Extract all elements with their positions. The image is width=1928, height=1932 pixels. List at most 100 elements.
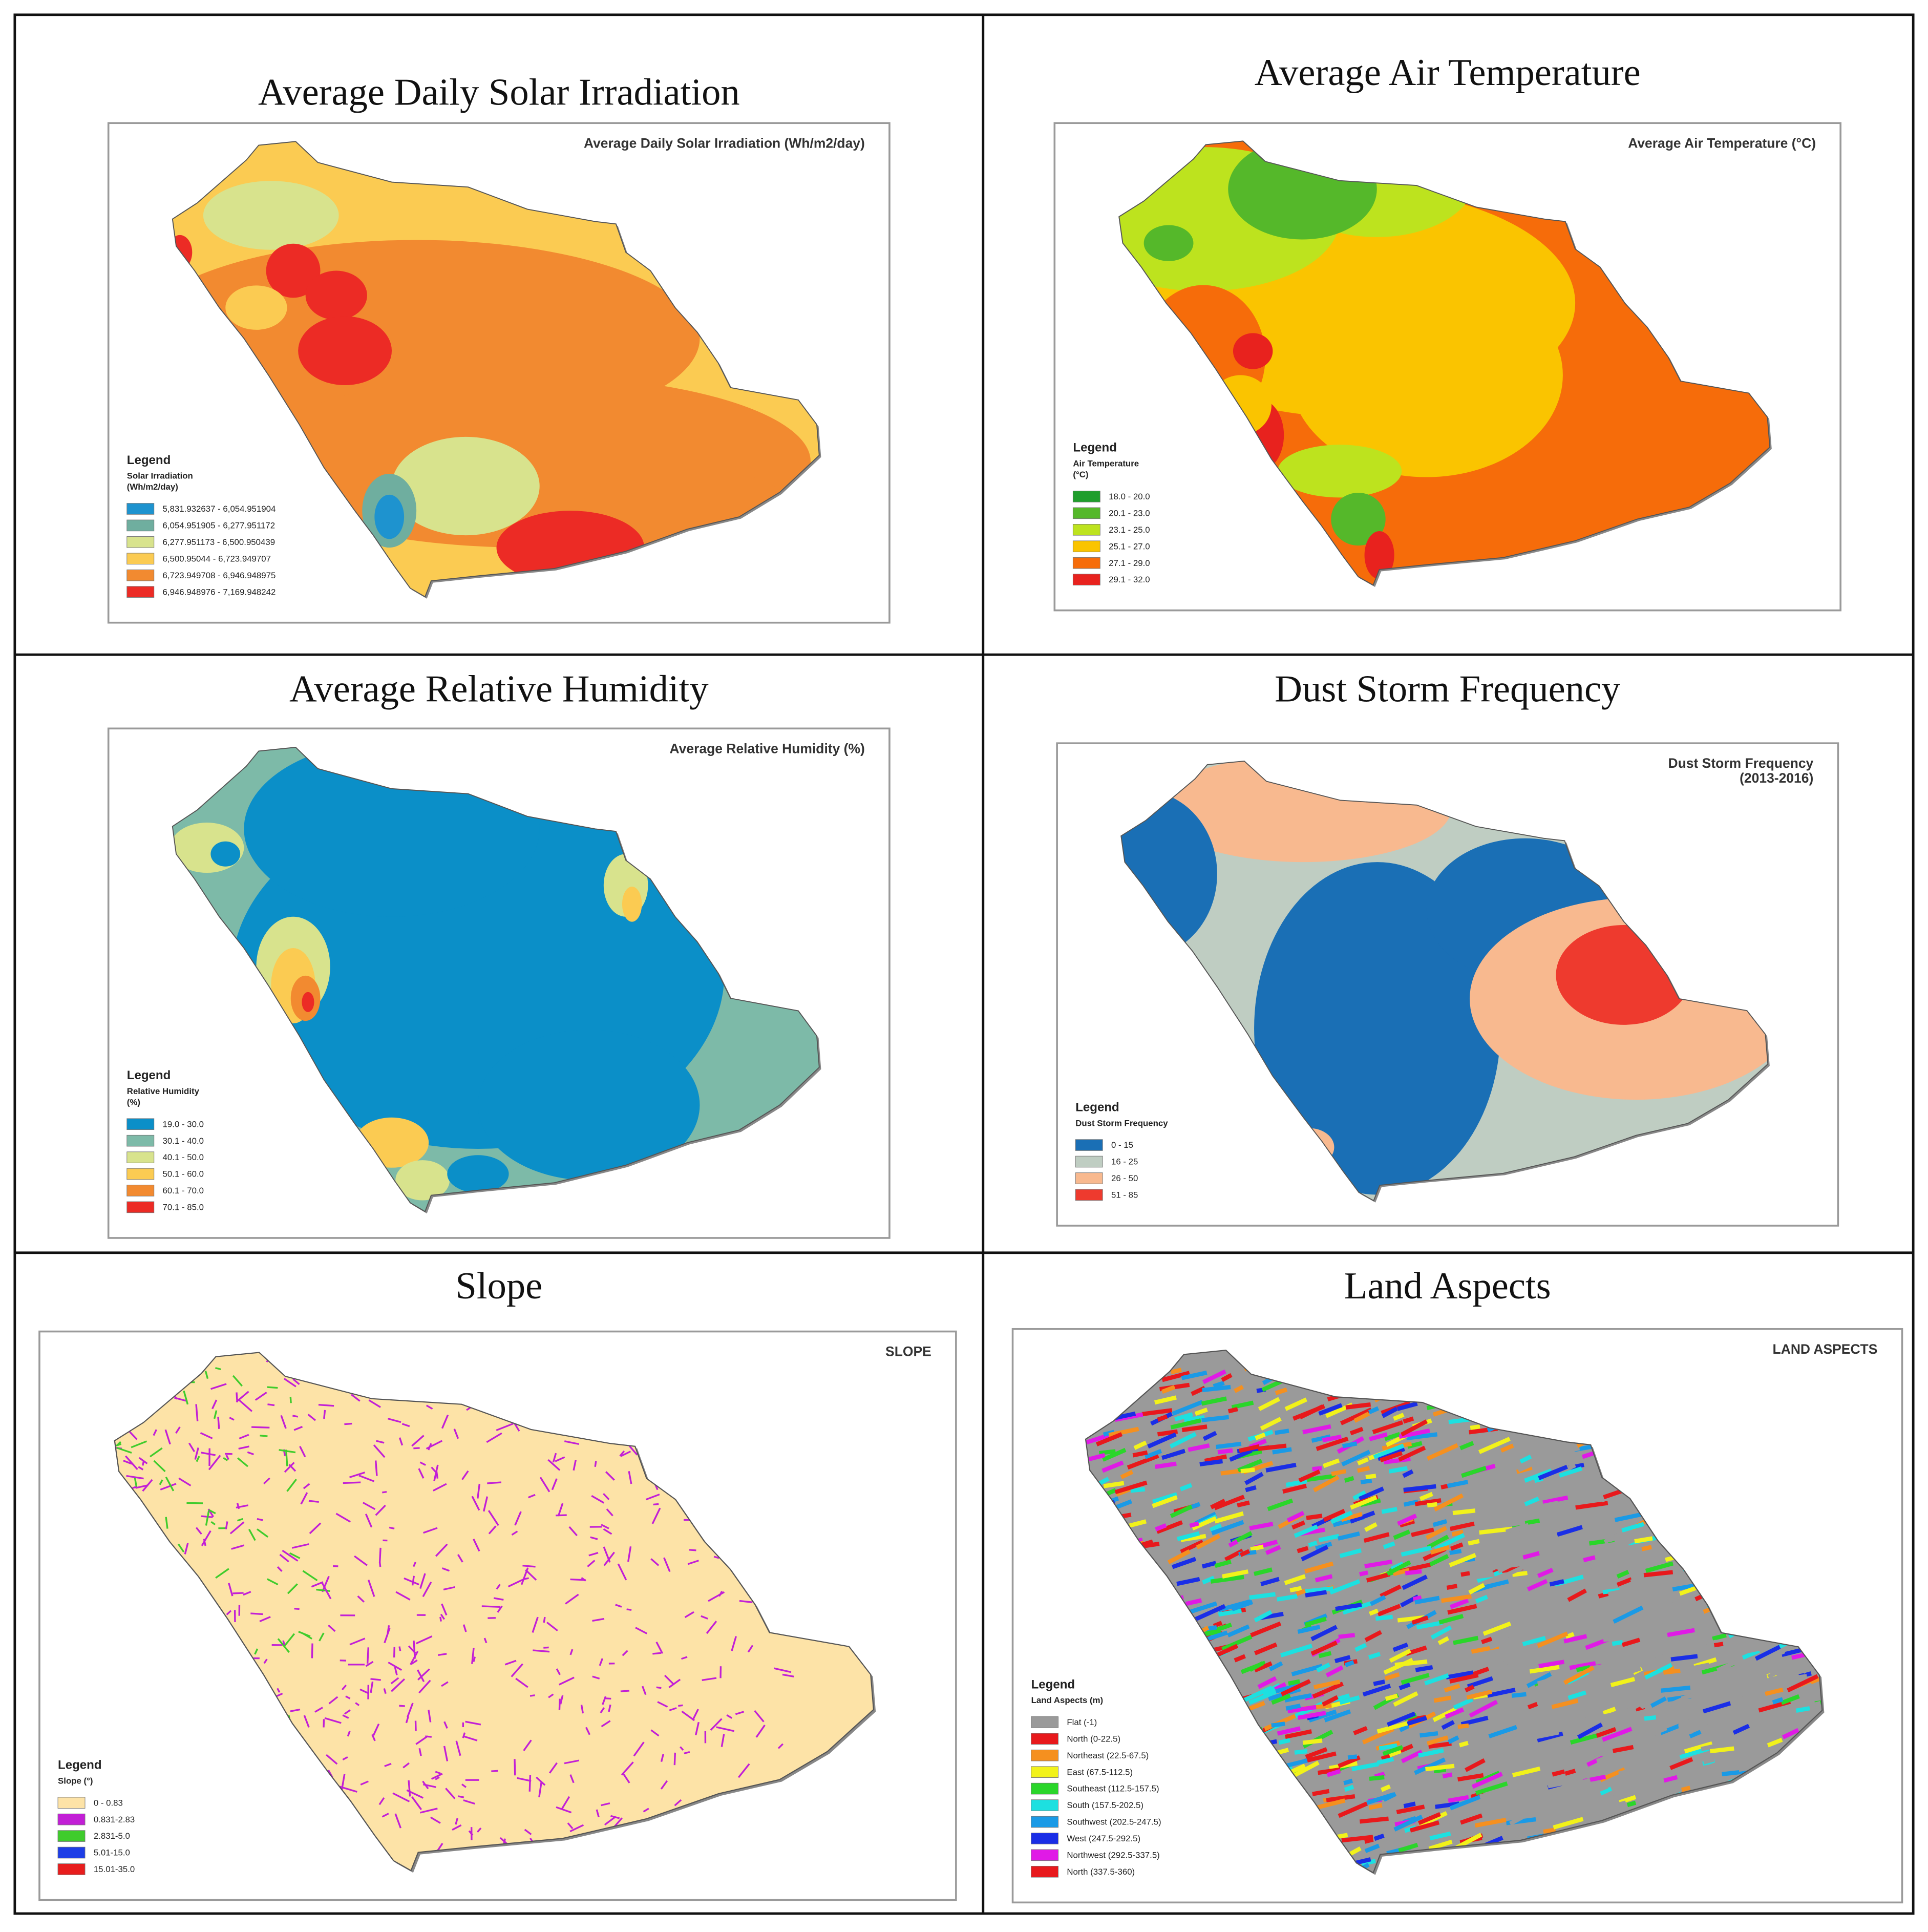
terrain [164, 1429, 171, 1445]
terrain [1368, 1652, 1381, 1660]
terrain [626, 1608, 632, 1611]
map-title: Average Relative Humidity (%) [670, 741, 865, 756]
terrain [188, 1442, 196, 1453]
terrain [1438, 1613, 1464, 1625]
terrain [1318, 1651, 1332, 1658]
terrain [1407, 1715, 1427, 1726]
terrain [1475, 1771, 1500, 1784]
terrain [1481, 1552, 1498, 1559]
terrain [1393, 1691, 1418, 1707]
terrain [1781, 1648, 1803, 1657]
terrain [1774, 1664, 1805, 1673]
terrain [1716, 1658, 1741, 1673]
zone [1364, 531, 1394, 579]
terrain [1161, 1448, 1186, 1460]
terrain [307, 1414, 316, 1421]
panel-title: Average Relative Humidity [289, 668, 709, 710]
terrain [1334, 1655, 1351, 1664]
terrain [455, 1818, 458, 1825]
terrain [292, 1378, 300, 1385]
terrain [642, 1686, 647, 1695]
terrain [1642, 1547, 1663, 1556]
legend-label: 27.1 - 29.0 [1109, 558, 1150, 568]
terrain [1499, 1562, 1531, 1580]
terrain [511, 1530, 518, 1536]
terrain [1497, 1710, 1514, 1720]
legend-swatch [1031, 1816, 1059, 1828]
terrain [1369, 1432, 1388, 1441]
terrain [628, 1445, 638, 1456]
terrain [627, 1546, 632, 1562]
terrain [1214, 1559, 1232, 1568]
terrain [1450, 1598, 1469, 1609]
terrain [476, 1827, 482, 1833]
terrain [1254, 1610, 1273, 1623]
terrain [1770, 1702, 1803, 1717]
terrain [674, 1799, 682, 1807]
terrain [1548, 1608, 1580, 1619]
terrain [1130, 1487, 1146, 1493]
terrain [1502, 1665, 1516, 1671]
terrain [323, 1410, 326, 1419]
terrain [358, 1475, 375, 1482]
terrain [1644, 1715, 1657, 1721]
terrain [660, 1780, 668, 1790]
terrain [496, 1423, 514, 1432]
terrain [1430, 1545, 1450, 1555]
terrain [1202, 1623, 1232, 1637]
legend-label: 2.831-5.0 [94, 1831, 130, 1841]
terrain [299, 1446, 306, 1457]
legend-title: Land Aspects (m) [1031, 1695, 1104, 1705]
terrain [1681, 1611, 1710, 1621]
terrain [254, 1648, 259, 1655]
terrain [569, 1824, 584, 1833]
terrain [177, 1543, 185, 1553]
terrain [504, 1660, 517, 1666]
terrain [411, 1796, 422, 1810]
terrain [628, 1471, 632, 1484]
terrain [1634, 1536, 1653, 1544]
terrain [443, 1746, 449, 1761]
terrain [1381, 1406, 1398, 1418]
terrain [1201, 1415, 1230, 1422]
terrain [1455, 1833, 1482, 1850]
terrain [1265, 1545, 1281, 1555]
terrain [511, 1663, 523, 1677]
terrain [731, 1636, 737, 1651]
terrain [1192, 1516, 1217, 1530]
terrain [228, 1583, 234, 1597]
terrain [1611, 1666, 1642, 1681]
terrain [1250, 1544, 1264, 1551]
legend-swatch [57, 1813, 86, 1825]
terrain [1545, 1608, 1560, 1619]
terrain [1339, 1695, 1360, 1705]
terrain [1286, 1510, 1305, 1523]
terrain [1415, 1665, 1433, 1672]
terrain [1449, 1673, 1479, 1684]
terrain [1394, 1659, 1428, 1667]
terrain [165, 1477, 175, 1492]
terrain [1310, 1641, 1338, 1656]
terrain [1567, 1510, 1596, 1524]
terrain [1418, 1748, 1444, 1758]
terrain [204, 1370, 209, 1379]
terrain [184, 1543, 189, 1555]
terrain [1353, 1726, 1368, 1735]
terrain [1641, 1548, 1672, 1565]
terrain [277, 1566, 283, 1572]
terrain [441, 1603, 448, 1616]
terrain [1702, 1701, 1731, 1714]
terrain [1284, 1574, 1306, 1585]
terrain [1171, 1557, 1197, 1569]
terrain [1643, 1570, 1673, 1578]
terrain [371, 1734, 376, 1741]
terrain [1315, 1542, 1332, 1551]
terrain [1660, 1724, 1681, 1735]
terrain [237, 1518, 243, 1522]
terrain [1304, 1616, 1327, 1627]
zone [374, 494, 405, 539]
country [114, 1352, 874, 1871]
terrain [232, 1375, 243, 1387]
terrain [1427, 1502, 1437, 1508]
terrain [263, 1477, 270, 1484]
